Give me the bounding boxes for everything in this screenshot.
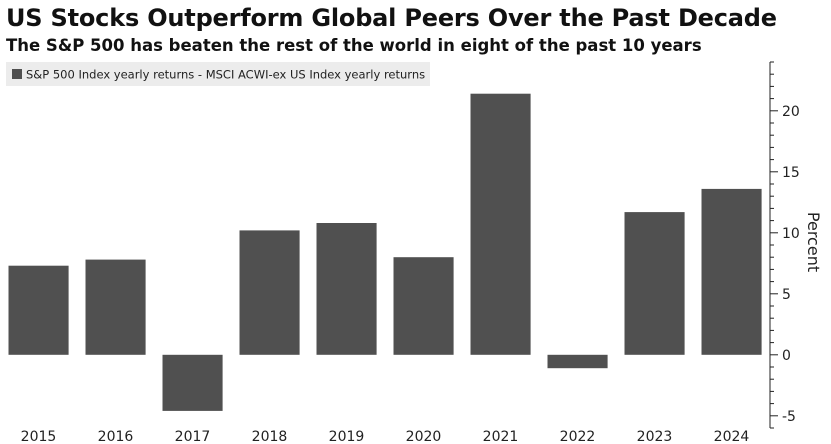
y-axis-label: Percent xyxy=(804,212,823,272)
bar-2023 xyxy=(624,212,685,355)
y-tick-label: 15 xyxy=(782,165,800,181)
bar-2020 xyxy=(393,257,454,355)
x-tick-label: 2022 xyxy=(560,429,596,444)
x-tick-label: 2019 xyxy=(329,429,365,444)
y-tick-label: -5 xyxy=(782,409,796,425)
x-tick-label: 2017 xyxy=(175,429,211,444)
legend-swatch xyxy=(12,69,22,79)
legend: S&P 500 Index yearly returns - MSCI ACWI… xyxy=(6,62,430,86)
y-axis: -5 0 5 10 15 20 xyxy=(769,61,800,429)
y-tick-label: 0 xyxy=(782,348,791,364)
y-tick-label: 5 xyxy=(782,287,791,303)
x-tick-label: 2018 xyxy=(252,429,288,444)
x-tick-label: 2021 xyxy=(483,429,519,444)
bar-2022 xyxy=(547,354,608,369)
x-tick-label: 2024 xyxy=(714,429,750,444)
x-axis-labels: 2015 2016 2017 2018 2019 2020 2021 2022 2023 2024 xyxy=(21,429,750,444)
chart-subtitle: The S&P 500 has beaten the rest of the w… xyxy=(6,36,702,55)
bar-2018 xyxy=(239,230,300,355)
y-tick-label: 20 xyxy=(782,104,800,120)
bar-2016 xyxy=(85,259,146,355)
bar-2015 xyxy=(8,265,69,355)
x-tick-label: 2023 xyxy=(637,429,673,444)
x-tick-label: 2020 xyxy=(406,429,442,444)
x-tick-label: 2015 xyxy=(21,429,57,444)
bar-2019 xyxy=(316,223,377,355)
chart-title: US Stocks Outperform Global Peers Over t… xyxy=(6,4,777,32)
y-tick-label: 10 xyxy=(782,226,800,242)
legend-label: S&P 500 Index yearly returns - MSCI ACWI… xyxy=(26,68,425,82)
bar-2017 xyxy=(162,354,223,411)
bar-2021 xyxy=(470,93,531,355)
x-tick-label: 2016 xyxy=(98,429,134,444)
bars-layer xyxy=(8,93,762,411)
bar-2024 xyxy=(701,188,762,355)
legend-background xyxy=(6,62,430,86)
